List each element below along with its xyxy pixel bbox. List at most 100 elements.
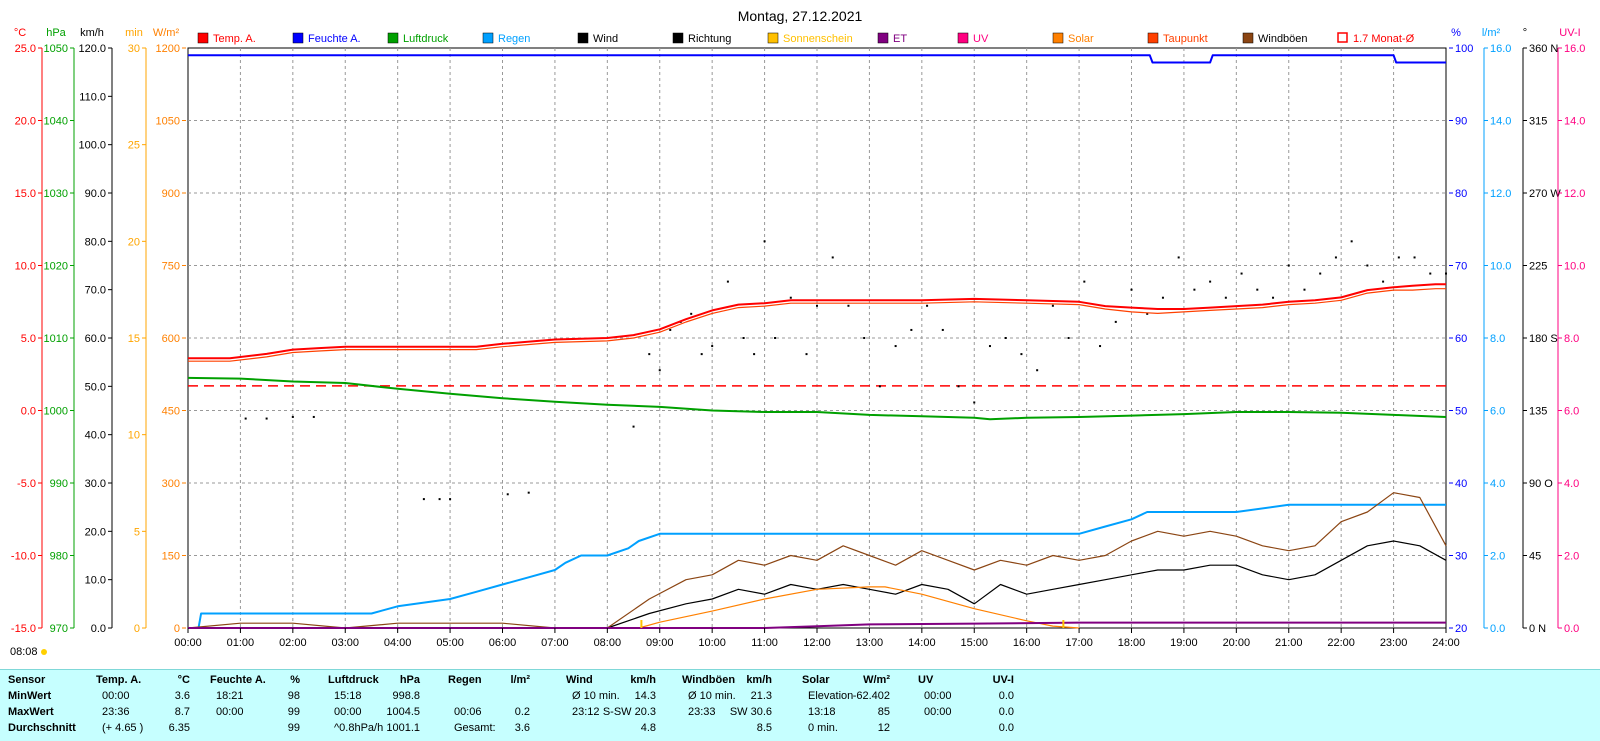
direction-point (789, 296, 792, 299)
axis-tick-label: 14.0 (1564, 116, 1585, 128)
direction-point (878, 385, 881, 388)
stats-cell-detail: 18:21 (216, 690, 244, 702)
direction-point (265, 417, 268, 420)
x-tick-label: 19:00 (1170, 637, 1198, 649)
stats-header-label: Regen (448, 674, 482, 686)
direction-point (711, 345, 714, 348)
stats-header-unit: l/m² (510, 674, 530, 686)
axis-unit: % (1451, 27, 1461, 39)
axis-tick-label: 1000 (44, 406, 68, 418)
legend-label: Luftdruck (403, 33, 449, 45)
legend-swatch (1242, 32, 1254, 44)
stats-cell-value: 98 (287, 690, 300, 702)
axis-tick-label: 25 (128, 140, 140, 152)
direction-point (1319, 272, 1322, 275)
direction-point (1161, 296, 1164, 299)
sun-icon (41, 649, 47, 655)
axis-tick-label: 750 (162, 261, 180, 273)
legend-item: ET (877, 32, 907, 45)
axis-direction: °360 N 315 270 W 225 180 S 135 90 O 45 0 N (1522, 27, 1561, 635)
legend-label: Windböen (1258, 33, 1308, 45)
axis-tick-label: 20 (1455, 623, 1467, 635)
axis-tick-label: 300 (162, 478, 180, 490)
stats-cell-detail: 23:33 (688, 706, 716, 718)
axis-unit: UV-I (1559, 27, 1580, 39)
axis-tick-label: 2.0 (1564, 551, 1579, 563)
axis-tick-label: 0.0 (21, 406, 36, 418)
axis-tick-label: 80.0 (85, 236, 106, 248)
axis-tick-label: 30.0 (85, 478, 106, 490)
direction-point (1256, 288, 1259, 291)
direction-point (312, 415, 315, 418)
stats-header-unit: km/h (746, 674, 772, 686)
stats-cell-value: SW 30.6 (729, 706, 772, 718)
x-tick-label: 02:00 (279, 637, 307, 649)
direction-point (816, 304, 818, 307)
stats-cell-value: 85 (877, 706, 890, 718)
axis-tick-label: 30 (128, 43, 140, 55)
x-tick-label: 06:00 (489, 637, 517, 649)
axis-tick-label: 16.0 (1490, 43, 1511, 55)
axis-tick-label: 150 (162, 551, 180, 563)
direction-point (690, 312, 693, 315)
legend-label: Solar (1068, 33, 1094, 45)
axis-tick-label: 80 (1455, 188, 1467, 200)
direction-point (658, 369, 661, 372)
series-feuchte-a (188, 54, 1446, 64)
stats-header-unit: W/m² (863, 674, 890, 686)
direction-point (632, 425, 635, 428)
direction-point (1240, 272, 1243, 275)
weather-chart: Montag, 27.12.2021 Temp. A. Feuchte A. Luf… (10, 8, 1586, 658)
stats-cell-value: 4.8 (640, 722, 656, 734)
legend-item: Taupunkt (1147, 32, 1208, 45)
axis-tick-label: 6.0 (1564, 406, 1579, 418)
x-axis: 00:00 01:00 02:00 03:00 04:00 05:00 06:00 07:00… (174, 628, 1460, 649)
stats-row-label: MaxWert (8, 706, 54, 718)
legend-label: Feuchte A. (308, 33, 361, 45)
stats-cell-detail: Elevation (808, 690, 854, 702)
axis-tick-label: 180 S (1529, 333, 1558, 345)
axis-tick-label: -5.0 (17, 478, 36, 490)
x-tick-label: 20:00 (1223, 637, 1251, 649)
x-tick-label: 14:00 (908, 637, 936, 649)
legend-swatch (387, 32, 399, 44)
direction-point (926, 304, 929, 307)
direction-point (1020, 353, 1023, 356)
x-tick-label: 24:00 (1432, 637, 1460, 649)
axis-sunshine_min: min 30 25 20 15 10 5 0 (125, 27, 147, 635)
axis-tick-label: 0 (174, 623, 180, 635)
axis-tick-label: 0.0 (1490, 623, 1505, 635)
series-regen (188, 503, 1446, 629)
legend-swatch (957, 32, 969, 44)
axis-unit: °C (14, 27, 26, 39)
direction-point (1382, 280, 1385, 283)
direction-point (941, 328, 944, 331)
direction-point (438, 498, 441, 501)
axis-tick-label: 12.0 (1564, 188, 1585, 200)
axis-tick-label: 135 (1529, 406, 1547, 418)
axis-uv: UV-I 16.0 14.0 12.0 10.0 8.0 6.0 4.0 2.0 0.0 (1557, 27, 1585, 635)
stats-cell-value: 3.6 (174, 690, 190, 702)
series-solar (638, 586, 1080, 629)
x-tick-label: 07:00 (541, 637, 569, 649)
direction-point (1209, 280, 1212, 283)
direction-point (1114, 320, 1117, 323)
direction-point (1130, 288, 1133, 291)
series-temp-a (188, 283, 1446, 360)
axis-tick-label: 60.0 (85, 333, 106, 345)
direction-point (973, 401, 976, 404)
axis-tick-label: 70 (1455, 261, 1467, 273)
stats-cell-value: 14.3 (634, 690, 656, 702)
axis-tick-label: 360 N (1529, 43, 1558, 55)
stats-cell-detail: 23:12 (572, 706, 600, 718)
legend-item: UV (957, 32, 989, 45)
legend-item: Feuchte A. (292, 32, 361, 45)
axis-tick-label: 120.0 (78, 43, 106, 55)
direction-point (1051, 304, 1054, 307)
axis-tick-label: 4.0 (1564, 478, 1579, 490)
time-label: 08:08 (10, 646, 38, 658)
legend-item: Wind (577, 32, 618, 45)
stats-cell-detail: 00:06 (454, 706, 482, 718)
axis-tick-label: 270 W (1529, 188, 1561, 200)
direction-point (449, 498, 452, 501)
